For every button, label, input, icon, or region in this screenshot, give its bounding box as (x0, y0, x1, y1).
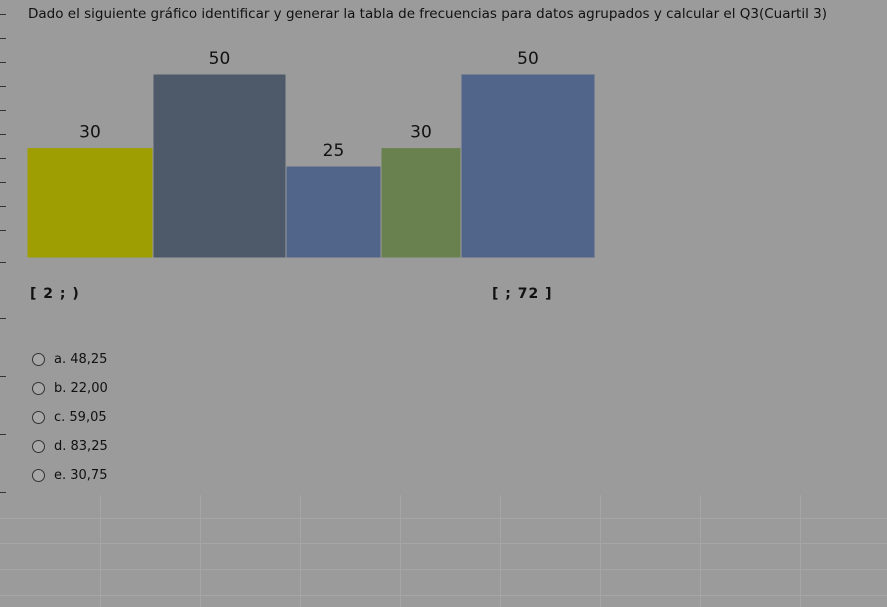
grid-line (500, 495, 501, 607)
grid-line (800, 495, 801, 607)
option-e[interactable]: e. 30,75 (30, 461, 108, 490)
option-label: d. 83,25 (54, 439, 108, 454)
row-marker (0, 492, 6, 493)
radio-button[interactable] (32, 411, 45, 424)
grid-line (700, 495, 701, 607)
option-label: a. 48,25 (54, 352, 108, 367)
grid-line (300, 495, 301, 607)
row-marker (0, 86, 6, 87)
grid-line (0, 595, 887, 596)
histogram-chart: 30 50 25 30 50 (26, 49, 596, 259)
row-marker (0, 134, 6, 135)
row-marker (0, 182, 6, 183)
row-marker (0, 206, 6, 207)
bar-data-label: 25 (323, 141, 345, 161)
histogram-bar (460, 73, 596, 259)
grid-line (0, 543, 887, 544)
row-marker (0, 318, 6, 319)
histogram-bar (26, 147, 154, 259)
row-marker (0, 14, 6, 15)
option-d[interactable]: d. 83,25 (30, 432, 108, 461)
histogram-bar (152, 73, 287, 259)
option-label: c. 59,05 (54, 410, 107, 425)
grid-line (600, 495, 601, 607)
option-label: b. 22,00 (54, 381, 108, 396)
row-marker (0, 376, 6, 377)
question-text: Dado el siguiente gráfico identificar y … (28, 6, 827, 22)
row-marker (0, 158, 6, 159)
option-a[interactable]: a. 48,25 (30, 345, 108, 374)
row-marker (0, 262, 6, 263)
option-label: e. 30,75 (54, 468, 108, 483)
histogram-bar (380, 147, 462, 259)
option-b[interactable]: b. 22,00 (30, 374, 108, 403)
row-marker (0, 62, 6, 63)
bar-data-label: 30 (410, 123, 432, 143)
row-marker (0, 38, 6, 39)
row-marker (0, 230, 6, 231)
interval-label-right: [ ; 72 ] (492, 286, 553, 302)
histogram-bar (285, 165, 382, 259)
answer-options: a. 48,25 b. 22,00 c. 59,05 d. 83,25 e. 3… (30, 345, 108, 490)
row-marker (0, 434, 6, 435)
row-marker (0, 110, 6, 111)
bar-data-label: 30 (79, 123, 101, 143)
radio-button[interactable] (32, 440, 45, 453)
radio-button[interactable] (32, 382, 45, 395)
grid-line (100, 495, 101, 607)
grid-line (0, 569, 887, 570)
grid-line (0, 518, 887, 519)
grid-line (400, 495, 401, 607)
grid-line (200, 495, 201, 607)
radio-button[interactable] (32, 353, 45, 366)
bar-data-label: 50 (517, 49, 539, 69)
radio-button[interactable] (32, 469, 45, 482)
interval-label-left: [ 2 ; ) (30, 286, 80, 302)
option-c[interactable]: c. 59,05 (30, 403, 108, 432)
bar-data-label: 50 (209, 49, 231, 69)
